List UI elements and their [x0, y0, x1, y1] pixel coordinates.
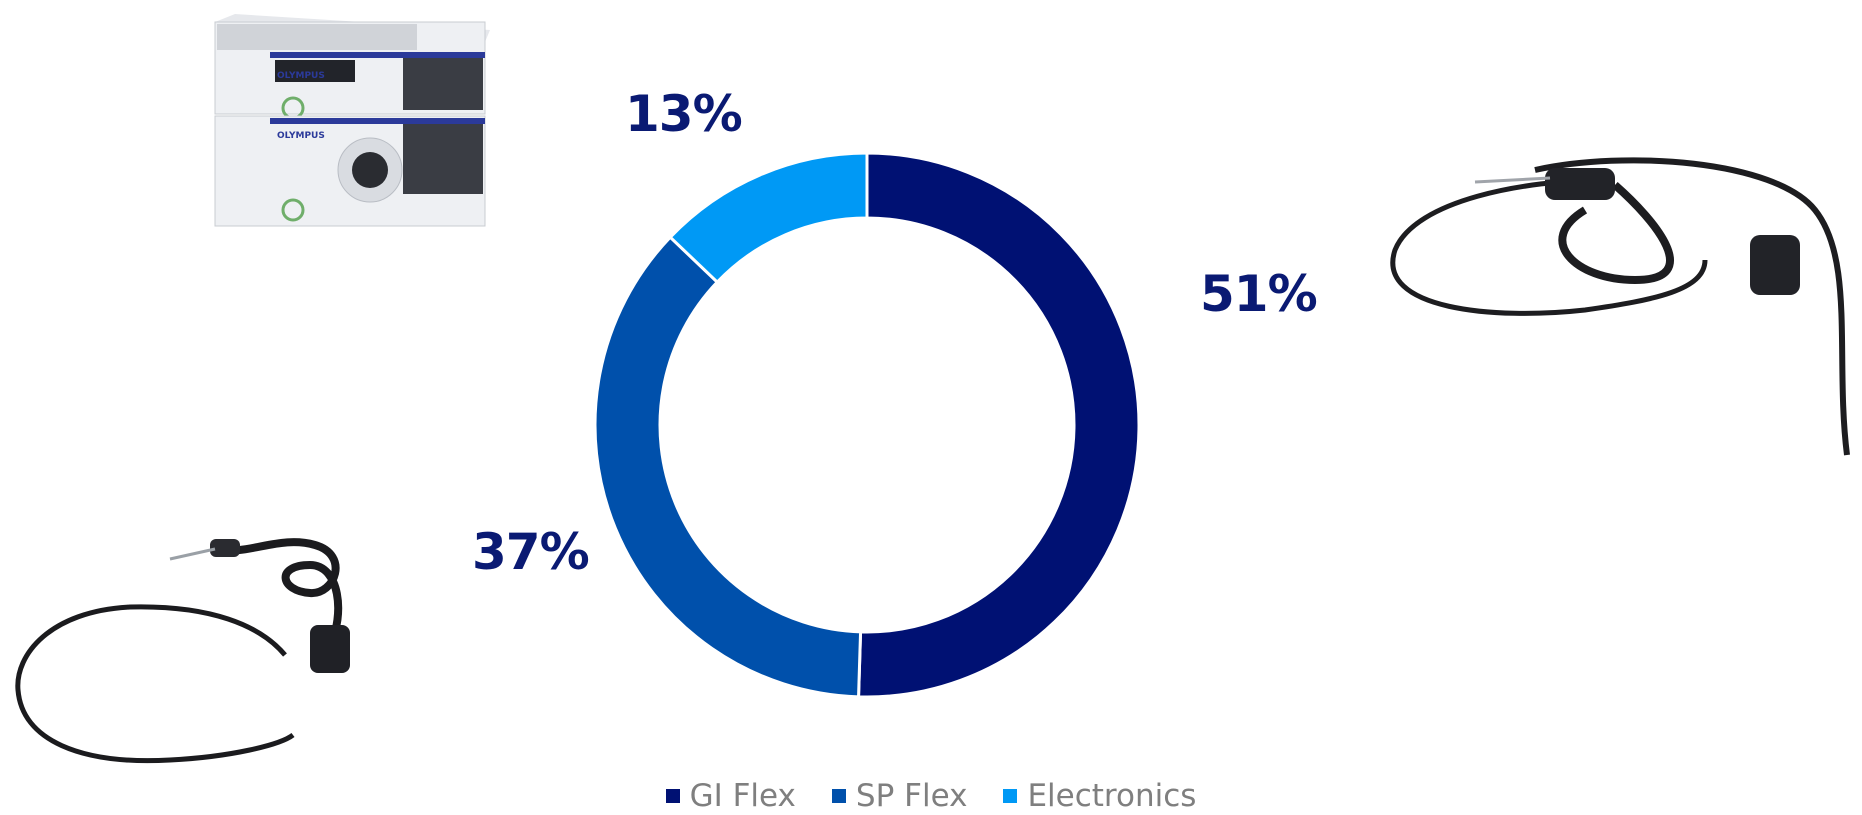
legend-label-electronics: Electronics: [1027, 778, 1197, 814]
legend-swatch-sp-flex: [831, 789, 846, 803]
legend-label-gi-flex: GI Flex: [689, 778, 796, 814]
sp-endoscope-image: [1390, 157, 1850, 456]
legend-swatch-electronics: [1003, 789, 1018, 803]
slice-gi-flex: [856, 151, 1141, 699]
label-gi-flex: 51%: [1200, 265, 1318, 323]
brand-text-2: OLYMPUS: [277, 131, 325, 141]
legend-label-sp-flex: SP Flex: [855, 778, 968, 814]
gastroscope-image: [15, 538, 350, 764]
slice-sp-flex: [593, 235, 863, 699]
olympus-processor-image: OLYMPUS OLYMPUS: [214, 14, 490, 227]
legend-item-electronics: Electronics: [1003, 778, 1196, 814]
legend-swatch-gi-flex: [665, 789, 680, 803]
slice-electronics: [668, 151, 869, 285]
brand-text-1: OLYMPUS: [277, 71, 325, 81]
legend-item-gi-flex: GI Flex: [665, 778, 796, 814]
chart-legend: GI Flex SP Flex Electronics: [0, 778, 1862, 814]
label-sp-flex: 37%: [472, 523, 590, 581]
legend-item-sp-flex: SP Flex: [831, 778, 968, 814]
label-electronics: 13%: [625, 85, 743, 143]
